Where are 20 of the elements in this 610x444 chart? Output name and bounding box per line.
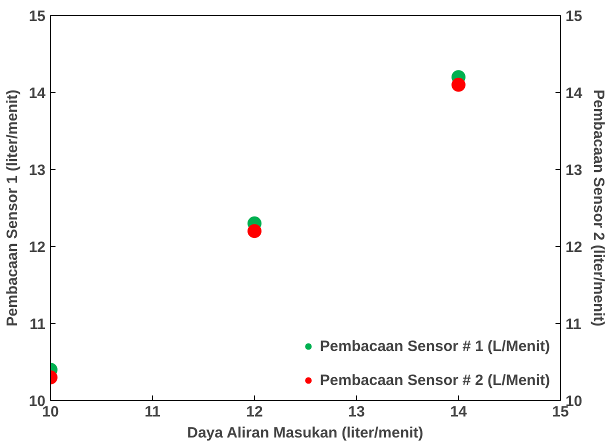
legend-label: Pembacaan Sensor # 2 (L/Menit): [320, 372, 550, 388]
y-tick-label: 14: [28, 85, 46, 102]
x-tick-label: 12: [246, 404, 263, 420]
y-tick-label: 13: [28, 162, 46, 179]
y2-tick-label: 13: [566, 162, 582, 179]
y2-tick-label: 15: [566, 8, 582, 25]
x-tick-label: 15: [552, 404, 569, 420]
y2-axis-title: Pembacaan Sensor 2 (liter/menit): [590, 90, 608, 326]
x-axis-title: Daya Aliran Masukan (liter/menit): [187, 424, 424, 442]
y-tick-label: 11: [30, 316, 46, 333]
y-tick-label: 15: [28, 8, 46, 25]
y-tick-label: 12: [28, 239, 46, 256]
x-tick-label: 14: [450, 404, 468, 420]
y2-tick-label: 11: [566, 316, 582, 333]
x-tick-label: 11: [144, 404, 160, 420]
y-axis-title: Pembacaan Sensor 1 (liter/menit): [4, 90, 21, 326]
x-tick-label: 13: [348, 404, 365, 420]
legend-label: Pembacaan Sensor # 1 (L/Menit): [320, 338, 550, 354]
y2-tick-label: 14: [566, 85, 583, 102]
y2-tick-label: 12: [566, 239, 582, 256]
